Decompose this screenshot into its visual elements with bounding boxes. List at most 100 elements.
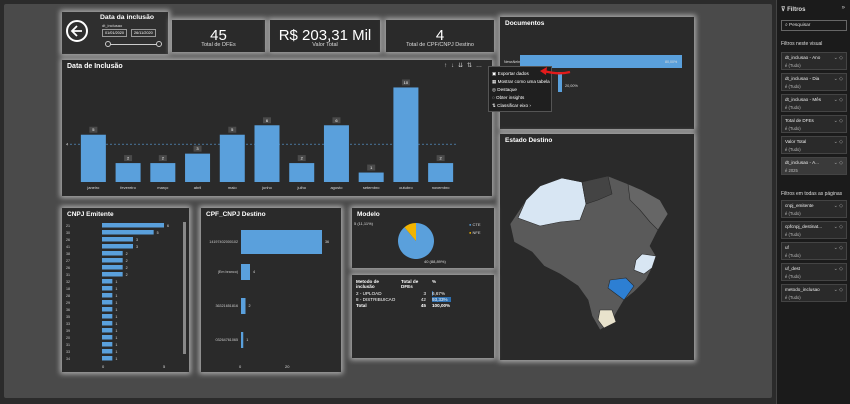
doc-bar-small-value: 20,00% (565, 84, 578, 88)
legend-dot-icon: ● (469, 222, 472, 227)
start-date-input[interactable]: 01/01/2020 (102, 29, 127, 37)
modelo-card: Modelo 5 (11,11%) 40 (88,89%) ● CTE ● NF… (352, 208, 494, 268)
sort-up-icon[interactable]: ↑ (443, 63, 451, 69)
bar-chart-card[interactable]: Data de Inclusão ↑↓⇊⇅… 5 janeiro 2 fevereir… (62, 60, 492, 196)
chevron-down-icon[interactable]: ⌄ ◇ (833, 139, 843, 145)
sort-down-icon[interactable]: ↓ (450, 63, 458, 69)
cpf-bar-chart[interactable]: 14197402000102 36 (Em branco) 4 36321651816 2… (201, 208, 341, 372)
cnpj-bar[interactable] (102, 237, 133, 242)
filter-card[interactable]: dt_inclusao - A... é 2025 ⌄ ◇ (781, 157, 847, 175)
menu-item-destaque[interactable]: ◎ Destaque (492, 87, 517, 92)
bar-fevereiro[interactable] (115, 163, 141, 182)
bar-novembro[interactable] (428, 163, 454, 182)
bar-março[interactable] (150, 163, 176, 182)
cnpj-bar[interactable] (102, 335, 113, 340)
chevron-down-icon[interactable]: ⌄ ◇ (833, 55, 843, 61)
bar-janeiro[interactable] (80, 134, 106, 182)
table-cell: 2 - UPLOAD (356, 291, 382, 296)
chevron-down-icon[interactable]: ⌄ ◇ (833, 245, 843, 251)
filter-card[interactable]: uf é (Tudo) ⌄ ◇ (781, 242, 847, 260)
more-options-icon[interactable]: … (476, 63, 486, 69)
filter-card[interactable]: dt_inclusao - Ano é (Tudo) ⌄ ◇ (781, 52, 847, 70)
slider-end-handle[interactable] (156, 41, 162, 47)
filter-card[interactable]: cpfcnpj_destinat... é (Tudo) ⌄ ◇ (781, 221, 847, 239)
table-cell: 6,67% (432, 291, 446, 296)
cpf-bar[interactable] (241, 230, 322, 254)
doc-bar-label: NewsNebra (504, 60, 523, 64)
cpf-bar[interactable] (241, 264, 250, 280)
cnpj-bar[interactable] (102, 307, 113, 312)
filter-card[interactable]: Total de DFEs é (Tudo) ⌄ ◇ (781, 115, 847, 133)
filter-card[interactable]: Valor Total é (Tudo) ⌄ ◇ (781, 136, 847, 154)
menu-item-exportar[interactable]: ▣ Exportar dados (492, 71, 529, 76)
brazil-map[interactable] (500, 134, 694, 360)
bar-setembro[interactable] (358, 172, 384, 182)
search-input[interactable]: ⌕ Pesquisar (781, 20, 847, 31)
menu-item-tabela[interactable]: ▦ Mostrar como uma tabela (492, 79, 550, 84)
cnpj-bar[interactable] (102, 223, 164, 228)
back-button[interactable] (66, 20, 88, 42)
doc-bar[interactable] (520, 55, 682, 68)
end-date-input[interactable]: 26/11/2020 (131, 29, 156, 37)
doc-bar-small[interactable] (558, 72, 562, 92)
chevron-down-icon[interactable]: ⌄ ◇ (833, 287, 843, 293)
filter-value: é 2025 (785, 168, 798, 173)
filter-card[interactable]: uf_dest é (Tudo) ⌄ ◇ (781, 263, 847, 281)
filter-card[interactable]: dt_inclusao - Dia é (Tudo) ⌄ ◇ (781, 73, 847, 91)
filter-value: é (Tudo) (785, 126, 801, 131)
collapse-icon[interactable]: » (841, 5, 845, 11)
chevron-down-icon[interactable]: ⌄ ◇ (833, 118, 843, 124)
data-label: 2 (162, 156, 165, 161)
cnpj-category-label: 35 (66, 315, 70, 319)
bar-outubro[interactable] (393, 87, 419, 182)
cnpj-bar[interactable] (102, 356, 113, 361)
cnpj-bar[interactable] (102, 279, 113, 284)
cpf-bar[interactable] (241, 332, 244, 348)
bar-maio[interactable] (219, 134, 245, 182)
drill-icon[interactable]: ⇊ (457, 63, 467, 69)
cnpj-bar[interactable] (102, 258, 123, 263)
legend-nfe: ● NFE (469, 230, 481, 235)
chevron-down-icon[interactable]: ⌄ ◇ (833, 224, 843, 230)
pie-slice-nfe[interactable] (404, 223, 416, 241)
cnpj-bar[interactable] (102, 342, 113, 347)
chevron-down-icon[interactable]: ⌄ ◇ (833, 266, 843, 272)
scrollbar[interactable] (183, 222, 186, 354)
bar-chart-svg: 5 janeiro 2 fevereiro 2 março 3 abril 5 maio 6 junh… (66, 79, 458, 190)
chevron-down-icon[interactable]: ⌄ ◇ (833, 203, 843, 209)
filter-card[interactable]: metodo_inclusao é (Tudo) ⌄ ◇ (781, 284, 847, 302)
cnpj-bar[interactable] (102, 286, 113, 291)
cpf-value-label: 2 (249, 304, 251, 308)
cnpj-bar[interactable] (102, 314, 113, 319)
cnpj-bar[interactable] (102, 265, 123, 270)
chevron-down-icon[interactable]: ⌄ ◇ (833, 160, 843, 166)
data-label: 6 (266, 118, 269, 123)
cnpj-bar-chart[interactable]: 21 630 526 341 338 227 226 231 232 118 128 129 136 13… (62, 208, 189, 372)
expand-icon[interactable]: ⇅ (466, 63, 476, 69)
bar-agosto[interactable] (323, 125, 349, 182)
cpf-axis-20: 20 (285, 364, 290, 369)
bar-abril[interactable] (185, 153, 211, 182)
cnpj-bar[interactable] (102, 349, 113, 354)
menu-item-insights[interactable]: ◌ Obter insights (492, 95, 525, 100)
menu-item-classificar[interactable]: ⇅ Classificar eixo › (492, 103, 531, 108)
modelo-pie[interactable] (352, 208, 494, 268)
cnpj-bar[interactable] (102, 230, 154, 235)
cpf-bar[interactable] (241, 298, 246, 314)
filter-card[interactable]: cnpj_emitente é (Tudo) ⌄ ◇ (781, 200, 847, 218)
slider-start-handle[interactable] (105, 41, 111, 47)
filter-card[interactable]: dt_inclusao - Mês é (Tudo) ⌄ ◇ (781, 94, 847, 112)
cnpj-bar[interactable] (102, 293, 113, 298)
bar-julho[interactable] (289, 163, 315, 182)
chevron-down-icon[interactable]: ⌄ ◇ (833, 97, 843, 103)
cnpj-bar[interactable] (102, 251, 123, 256)
cnpj-bar[interactable] (102, 328, 113, 333)
cnpj-bar[interactable] (102, 300, 113, 305)
cnpj-bar[interactable] (102, 272, 123, 277)
filter-name: Valor Total (785, 139, 807, 144)
cnpj-bar[interactable] (102, 321, 113, 326)
filter-value: é (Tudo) (785, 105, 801, 110)
cnpj-bar[interactable] (102, 244, 133, 249)
chevron-down-icon[interactable]: ⌄ ◇ (833, 76, 843, 82)
bar-junho[interactable] (254, 125, 280, 182)
